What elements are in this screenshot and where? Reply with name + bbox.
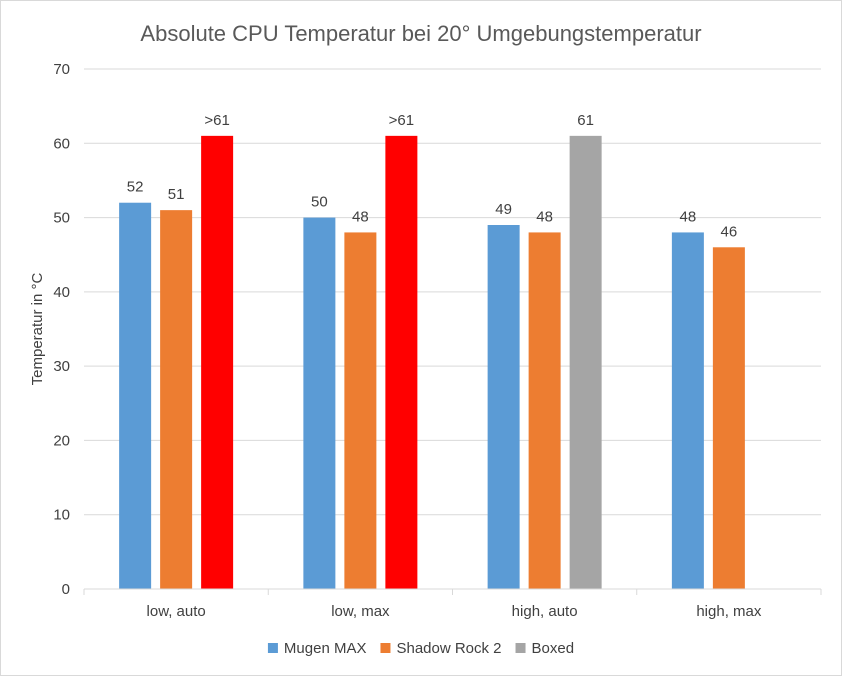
bar (712, 247, 745, 590)
data-label: >61 (389, 112, 414, 129)
legend-swatch (267, 643, 278, 653)
y-tick-label: 0 (62, 581, 70, 598)
data-label: 50 (311, 194, 328, 211)
bar (528, 232, 561, 589)
data-label: 49 (495, 201, 512, 218)
y-tick-label: 40 (53, 284, 70, 301)
y-axis-label: Temperatur in °C (29, 272, 46, 385)
bar (671, 232, 704, 589)
x-tick-label: low, auto (147, 603, 206, 620)
data-label: >61 (204, 112, 229, 129)
data-label: 52 (127, 179, 144, 196)
legend-swatch (380, 643, 391, 653)
data-label: 61 (577, 112, 594, 129)
data-label: 48 (680, 208, 697, 225)
bar (487, 225, 520, 589)
bar (344, 232, 377, 589)
legend-label: Boxed (532, 640, 575, 657)
x-tick-label: high, auto (512, 603, 578, 620)
y-tick-label: 50 (53, 210, 70, 227)
x-tick-label: low, max (331, 603, 390, 620)
legend: Mugen MAX Shadow Rock 2 Boxed (267, 640, 575, 657)
axes: 0 10 20 30 40 50 60 70 low, auto low, max high, au… (53, 61, 822, 620)
data-label: 48 (352, 208, 369, 225)
x-tick-label: high, max (696, 603, 762, 620)
y-tick-label: 30 (53, 358, 70, 375)
data-label: 51 (168, 186, 185, 203)
data-label: 48 (536, 208, 553, 225)
bar (201, 135, 234, 589)
bar (385, 135, 418, 589)
bar (569, 135, 602, 589)
legend-swatch (515, 643, 526, 653)
chart-title: Absolute CPU Temperatur bei 20° Umgebung… (140, 21, 701, 46)
y-tick-label: 60 (53, 135, 70, 152)
data-labels: 52 51 >61 50 48 >61 49 48 61 48 46 (127, 112, 737, 240)
bar (119, 202, 152, 589)
gridlines (84, 68, 821, 516)
legend-label: Shadow Rock 2 (396, 640, 501, 657)
y-tick-label: 20 (53, 432, 70, 449)
y-tick-label: 10 (53, 507, 70, 524)
data-label: 46 (721, 223, 738, 240)
bar (303, 217, 336, 590)
bar (160, 210, 193, 589)
y-tick-label: 70 (53, 61, 70, 78)
bars (119, 135, 745, 590)
legend-label: Mugen MAX (284, 640, 367, 657)
